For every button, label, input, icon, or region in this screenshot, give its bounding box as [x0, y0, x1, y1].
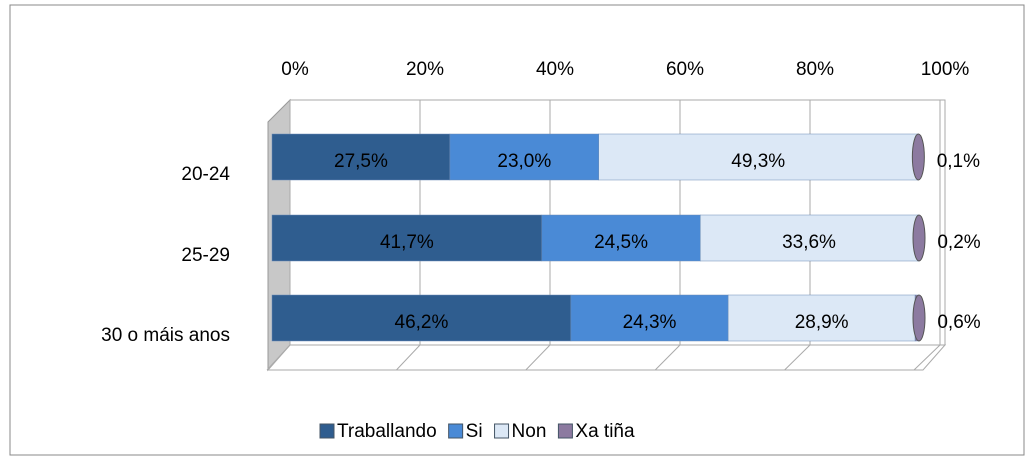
floor-grid-line: [266, 344, 291, 371]
legend-swatch: [557, 423, 573, 439]
x-tick-label: 60%: [666, 59, 704, 80]
legend-swatch: [448, 423, 464, 439]
data-label: 0,6%: [937, 312, 980, 333]
floor-grid-line: [784, 344, 811, 371]
x-tick-label: 100%: [921, 59, 970, 80]
data-label: 28,9%: [795, 312, 849, 333]
data-label: 0,1%: [937, 151, 980, 172]
bar-segment: [271, 294, 572, 342]
floor-grid-line: [396, 344, 421, 371]
legend-label: Si: [466, 421, 483, 442]
data-label: 27,5%: [334, 151, 388, 172]
bar-segment: [727, 294, 916, 342]
bar-segment: [598, 133, 918, 181]
legend-label: Non: [512, 421, 547, 442]
y-tick-label: 30 o máis anos: [101, 325, 230, 346]
floor-grid-line: [525, 344, 551, 371]
x-tick-label: 20%: [406, 59, 444, 80]
bar-segment: [271, 133, 451, 181]
bar-cap: [912, 214, 926, 262]
bar-segment: [700, 214, 918, 262]
floor-grid-line: [913, 344, 941, 371]
data-label: 24,5%: [594, 232, 648, 253]
legend-label: Traballando: [337, 421, 437, 442]
bar-segment: [271, 214, 543, 262]
data-label: 41,7%: [380, 232, 434, 253]
bar-segment: [541, 214, 701, 262]
bar-cap: [911, 133, 925, 181]
y-tick-label: 20-24: [181, 164, 230, 185]
floor-grid-line: [654, 344, 681, 371]
bar-segment: [449, 133, 599, 181]
data-label: 33,6%: [782, 232, 836, 253]
y-tick-label: 25-29: [181, 245, 230, 266]
data-label: 0,2%: [937, 232, 980, 253]
floor: [266, 344, 947, 371]
legend-swatch: [494, 423, 510, 439]
data-label: 24,3%: [623, 312, 677, 333]
data-label: 49,3%: [731, 151, 785, 172]
legend-label: Xa tiña: [575, 421, 635, 442]
bar-cap: [912, 294, 926, 342]
x-tick-label: 40%: [536, 59, 574, 80]
bar-segment: [570, 294, 729, 342]
data-label: 46,2%: [395, 312, 449, 333]
data-label: 23,0%: [497, 151, 551, 172]
legend-swatch: [319, 423, 335, 439]
x-tick-label: 0%: [281, 59, 309, 80]
x-tick-label: 80%: [796, 59, 834, 80]
